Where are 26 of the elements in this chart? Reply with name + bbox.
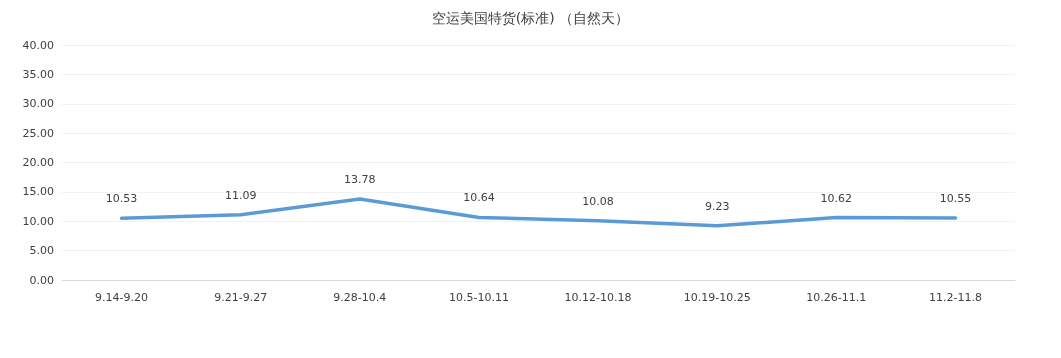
y-tick-label: 35.00 xyxy=(22,67,54,81)
data-label: 10.53 xyxy=(105,192,138,206)
data-label: 9.23 xyxy=(704,199,730,213)
data-label: 10.55 xyxy=(939,192,972,206)
x-tick-label: 10.26-11.1 xyxy=(806,291,867,304)
chart-title: 空运美国特货(标准) （自然天） xyxy=(431,10,630,26)
x-tick-label: 9.28-10.4 xyxy=(333,291,387,304)
y-tick-label: 0.00 xyxy=(29,273,54,287)
x-tick-label: 9.14-9.20 xyxy=(95,291,149,304)
data-label: 10.64 xyxy=(463,191,495,205)
y-tick-label: 10.00 xyxy=(22,214,54,228)
data-label: 13.78 xyxy=(344,173,376,187)
y-tick-label: 25.00 xyxy=(22,126,54,140)
x-tick-label: 10.5-10.11 xyxy=(448,291,509,304)
data-label: 11.09 xyxy=(224,188,257,202)
data-label: 10.08 xyxy=(582,194,614,208)
y-tick-label: 30.00 xyxy=(22,97,54,111)
x-tick-label: 10.19-10.25 xyxy=(683,291,751,304)
data-label: 10.62 xyxy=(820,191,853,205)
x-tick-label: 10.12-10.18 xyxy=(564,291,632,304)
x-tick-label: 9.21-9.27 xyxy=(214,291,268,304)
y-tick-label: 20.00 xyxy=(22,156,54,169)
x-tick-label: 11.2-11.8 xyxy=(928,291,982,304)
y-tick-label: 15.00 xyxy=(22,185,54,199)
y-tick-label: 40.00 xyxy=(22,38,54,52)
y-tick-label: 5.00 xyxy=(29,244,54,258)
